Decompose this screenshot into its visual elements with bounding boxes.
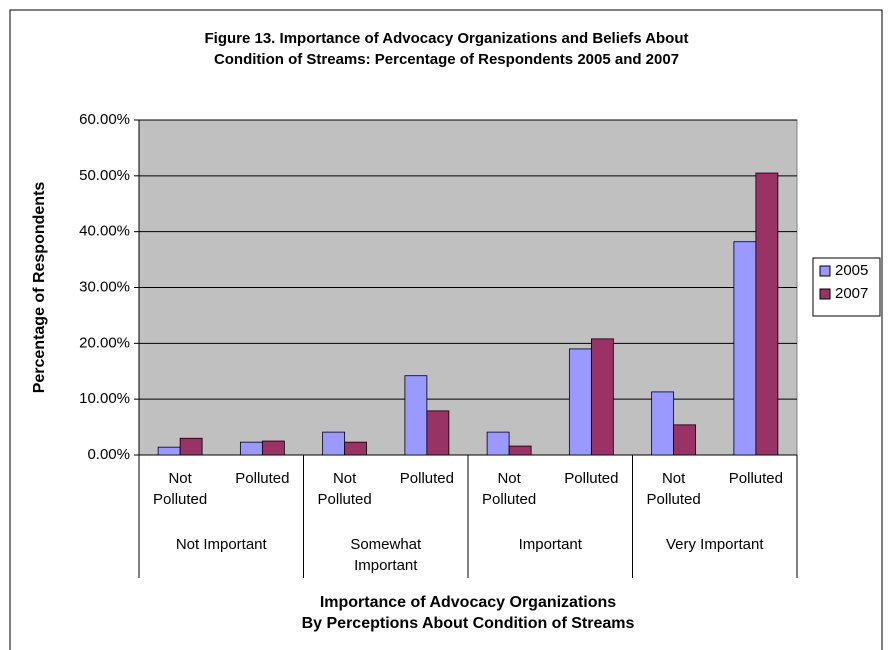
bar (590, 338, 614, 456)
bar (673, 424, 697, 456)
legend-swatch (819, 288, 831, 300)
bar (568, 348, 592, 456)
x-axis-label: Importance of Advocacy Organizations By … (301, 594, 635, 632)
y-tick-label: 30.00% (79, 278, 130, 295)
bar (508, 445, 532, 456)
bar (404, 375, 428, 456)
legend-label: 2005 (835, 262, 868, 279)
bar (486, 431, 510, 456)
bar (157, 446, 181, 456)
x-tick-label: Not Polluted (646, 470, 701, 508)
y-tick-label: 40.00% (79, 223, 130, 240)
x-tick-label: Polluted (564, 470, 619, 487)
chart-title: Figure 13. Importance of Advocacy Organi… (204, 30, 689, 68)
group-label: Not Important (175, 536, 267, 553)
bar (322, 431, 346, 456)
y-tick-label: 0.00% (87, 446, 130, 463)
bar (344, 441, 368, 456)
y-tick-label: 10.00% (79, 390, 130, 407)
group-label: Important (518, 536, 582, 553)
legend-label: 2007 (835, 285, 868, 302)
group-label: Somewhat Important (350, 536, 422, 574)
bar (261, 440, 285, 456)
y-tick-label: 50.00% (79, 167, 130, 184)
x-tick-label: Polluted (399, 470, 454, 487)
legend-swatch (819, 265, 831, 277)
group-label: Very Important (665, 536, 764, 553)
bar (426, 410, 450, 456)
bar (733, 241, 757, 456)
x-tick-label: Not Polluted (317, 470, 372, 508)
y-tick-label: 60.00% (79, 111, 130, 128)
x-tick-label: Polluted (235, 470, 290, 487)
bar (179, 437, 203, 456)
bar (239, 441, 263, 456)
y-tick-label: 20.00% (79, 334, 130, 351)
x-tick-label: Not Polluted (482, 470, 537, 508)
x-tick-label: Polluted (728, 470, 783, 487)
y-axis-label: Percentage of Respondents (31, 182, 48, 394)
bar (755, 172, 779, 456)
bar (651, 391, 675, 456)
x-tick-label: Not Polluted (153, 470, 208, 508)
